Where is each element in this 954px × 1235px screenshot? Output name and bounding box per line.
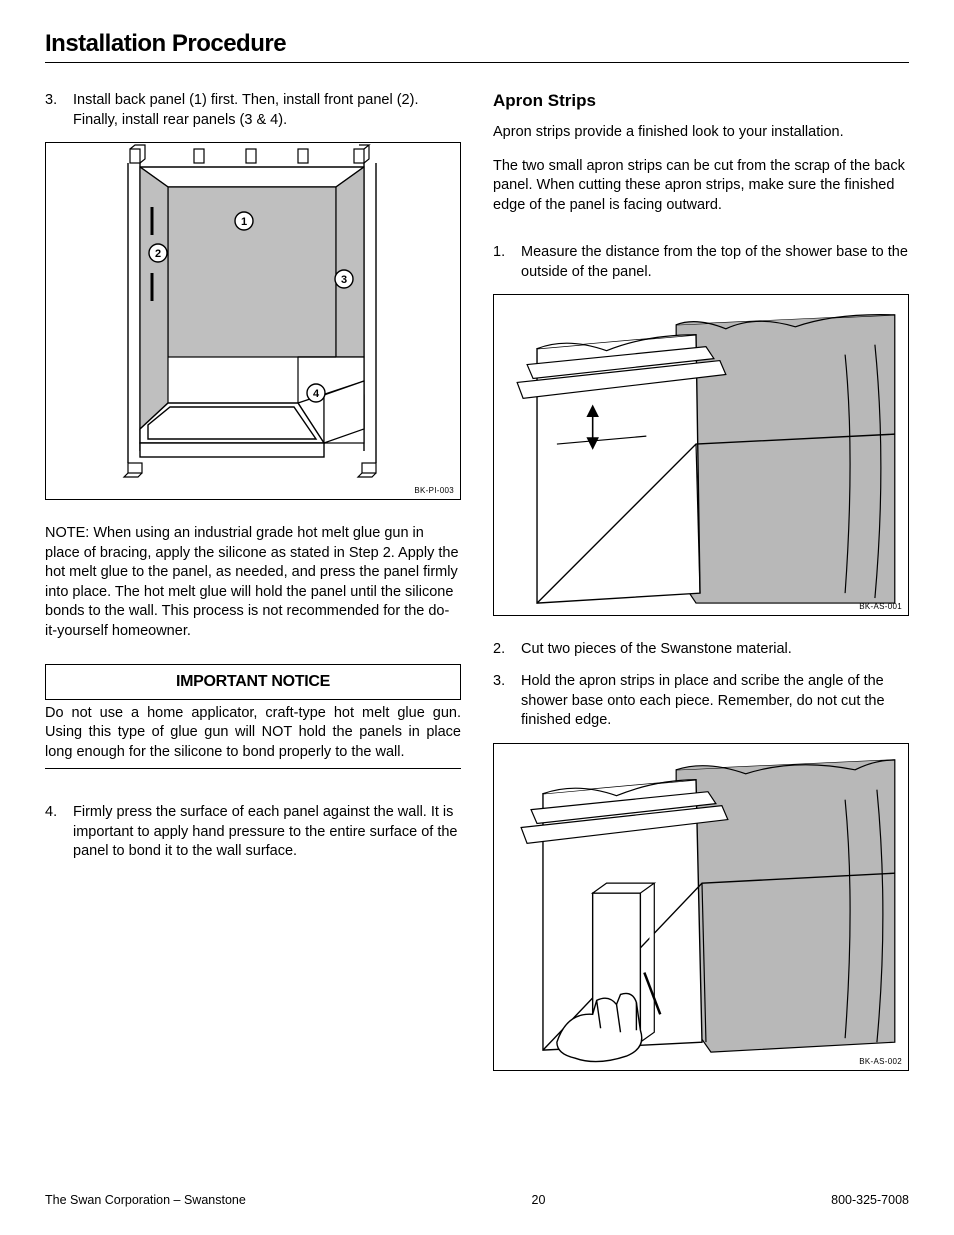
apron-step-3: 3. Hold the apron strips in place and sc… [493, 672, 909, 731]
figure-label: BK-PI-003 [414, 486, 454, 495]
apron-step-2: 2. Cut two pieces of the Swanstone mater… [493, 640, 909, 660]
right-column: Apron Strips Apron strips provide a fini… [493, 91, 909, 1095]
step-number: 3. [45, 91, 73, 130]
step-text: Install back panel (1) first. Then, inst… [73, 91, 461, 130]
step-number: 4. [45, 803, 73, 862]
intro-1: Apron strips provide a finished look to … [493, 123, 909, 143]
footer-left: The Swan Corporation – Swanstone [45, 1193, 246, 1207]
svg-text:3: 3 [341, 274, 347, 286]
apron-step-1: 1. Measure the distance from the top of … [493, 243, 909, 282]
step-number: 2. [493, 640, 521, 660]
apron-strips-heading: Apron Strips [493, 91, 909, 111]
step-text: Firmly press the surface of each panel a… [73, 803, 461, 862]
page-title: Installation Procedure [45, 30, 909, 58]
step-text: Hold the apron strips in place and scrib… [521, 672, 909, 731]
notice-title: IMPORTANT NOTICE [52, 673, 454, 691]
footer-phone: 800-325-7008 [831, 1193, 909, 1207]
apron-measure-svg [494, 295, 908, 615]
two-column-layout: 3. Install back panel (1) first. Then, i… [45, 91, 909, 1095]
figure-shower-panels: 1 2 3 4 BK-PI-003 [45, 142, 461, 500]
svg-text:2: 2 [155, 248, 161, 260]
step-text: Cut two pieces of the Swanstone material… [521, 640, 909, 660]
step-4: 4. Firmly press the surface of each pane… [45, 803, 461, 862]
shower-diagram-svg: 1 2 3 4 [88, 143, 418, 493]
figure-measure-apron: BK-AS-001 [493, 294, 909, 616]
step-3: 3. Install back panel (1) first. Then, i… [45, 91, 461, 130]
svg-text:4: 4 [313, 388, 320, 400]
footer-page-number: 20 [532, 1193, 546, 1207]
page-footer: The Swan Corporation – Swanstone 20 800-… [45, 1193, 909, 1207]
step-number: 1. [493, 243, 521, 282]
note-paragraph: NOTE: When using an industrial grade hot… [45, 524, 461, 641]
step-number: 3. [493, 672, 521, 731]
apron-scribe-svg [494, 744, 908, 1070]
intro-2: The two small apron strips can be cut fr… [493, 157, 909, 216]
important-notice-box: IMPORTANT NOTICE [45, 664, 461, 700]
title-rule [45, 62, 909, 63]
figure-scribe-apron: BK-AS-002 [493, 743, 909, 1071]
notice-rule [45, 768, 461, 769]
step-text: Measure the distance from the top of the… [521, 243, 909, 282]
svg-text:1: 1 [241, 216, 247, 228]
figure-label: BK-AS-001 [859, 602, 902, 611]
notice-body: Do not use a home applicator, craft-type… [45, 704, 461, 763]
figure-label: BK-AS-002 [859, 1057, 902, 1066]
left-column: 3. Install back panel (1) first. Then, i… [45, 91, 461, 1095]
